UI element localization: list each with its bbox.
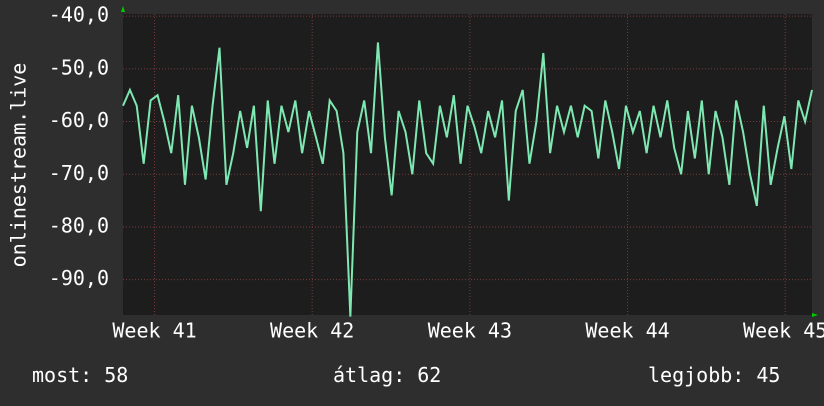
y-tick-label: -60,0 — [49, 108, 109, 132]
plot-area — [123, 14, 812, 315]
plot — [122, 42, 813, 317]
stat-value: 62 — [417, 363, 441, 387]
y-tick-label: -90,0 — [49, 266, 109, 290]
x-tick-label: Week 42 — [270, 319, 354, 343]
x-tick-label: Week 41 — [112, 319, 196, 343]
x-tick-label: Week 43 — [428, 319, 512, 343]
stat: legjobb: 45 — [648, 363, 780, 387]
y-tick-label: -40,0 — [49, 3, 109, 27]
x-tick-label: Week 44 — [585, 319, 669, 343]
stat-value: 45 — [756, 363, 780, 387]
x-tick-label: Week 45 — [743, 319, 824, 343]
stat-label: legjobb: — [648, 363, 744, 387]
stat-label: átlag: — [333, 363, 405, 387]
y-axis-label: onlinestream.live — [7, 63, 31, 268]
y-tick-label: -80,0 — [49, 213, 109, 237]
series-line — [122, 42, 813, 317]
stat: átlag: 62 — [333, 363, 441, 387]
stat: most: 58 — [32, 363, 128, 387]
y-tick-label: -70,0 — [49, 161, 109, 185]
y-axis-arrow — [121, 6, 125, 12]
stat-value: 58 — [104, 363, 128, 387]
y-tick-label: -50,0 — [49, 55, 109, 79]
stat-label: most: — [32, 363, 92, 387]
x-axis-arrow — [812, 313, 818, 317]
